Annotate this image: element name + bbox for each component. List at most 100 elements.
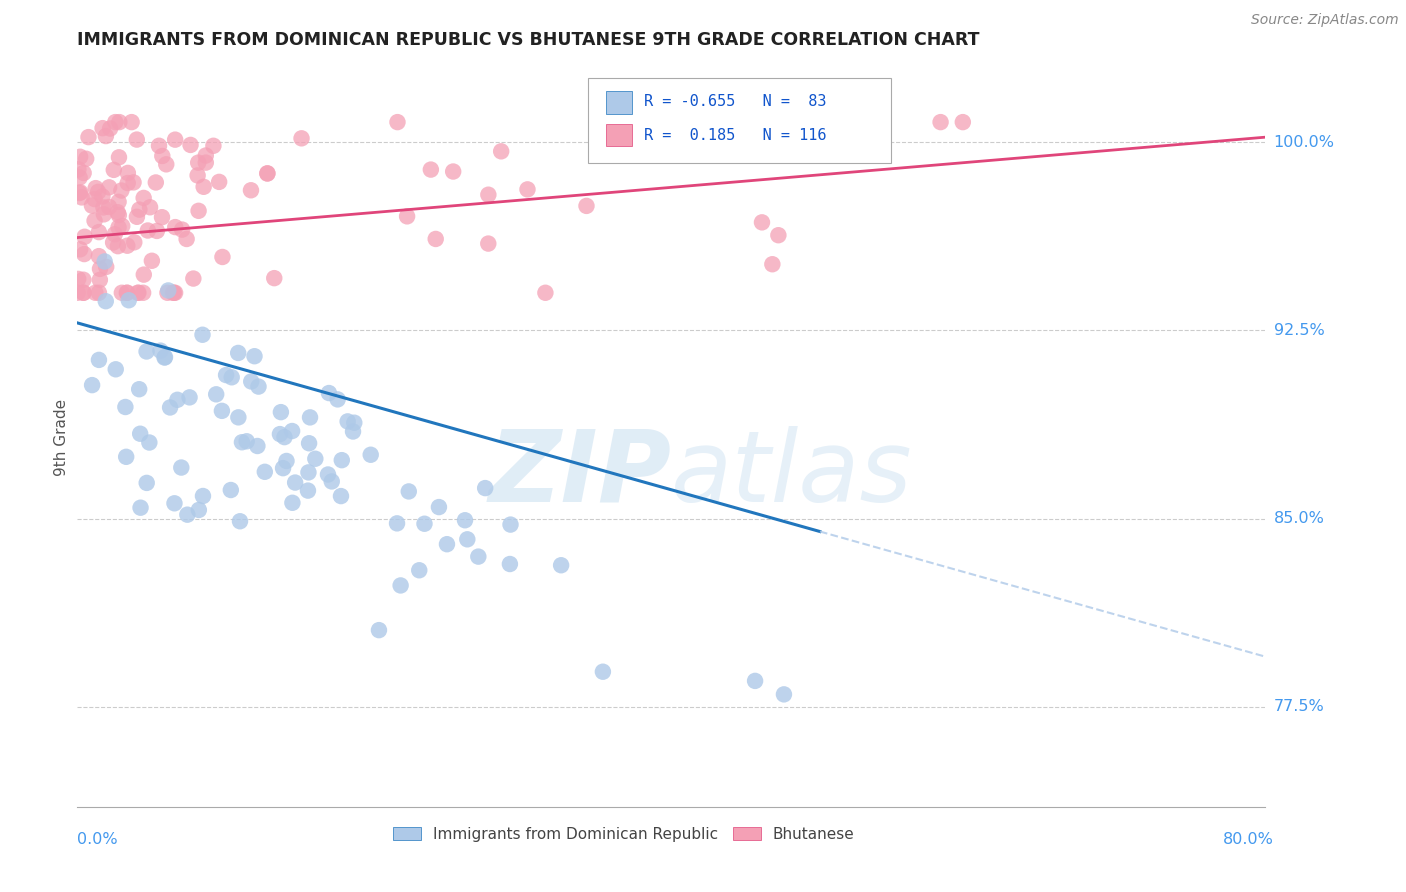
Point <box>66 285 89 300</box>
Point <box>408 563 430 577</box>
Point <box>98 200 121 214</box>
Point <box>316 467 339 482</box>
Point <box>256 167 278 181</box>
Point <box>180 137 202 152</box>
Point <box>425 232 447 246</box>
Point <box>489 145 512 159</box>
Point <box>111 285 134 300</box>
Point <box>115 450 138 464</box>
Text: R = -0.655   N =  83: R = -0.655 N = 83 <box>644 95 827 109</box>
Point <box>114 400 136 414</box>
Point <box>304 451 326 466</box>
Point <box>243 349 266 363</box>
Point <box>150 149 173 163</box>
Point <box>226 346 249 360</box>
Point <box>211 250 233 264</box>
Point <box>176 232 198 246</box>
Point <box>132 191 155 205</box>
Point <box>575 199 598 213</box>
Point <box>172 222 194 236</box>
Legend: Immigrants from Dominican Republic, Bhutanese: Immigrants from Dominican Republic, Bhut… <box>387 821 860 847</box>
Point <box>129 500 152 515</box>
Point <box>104 115 127 129</box>
Point <box>205 387 228 401</box>
Point <box>135 475 157 490</box>
Point <box>84 181 107 195</box>
Point <box>107 194 129 209</box>
Point <box>499 557 522 571</box>
Point <box>163 496 186 510</box>
Point <box>149 343 172 358</box>
Point <box>89 273 111 287</box>
Point <box>69 242 91 256</box>
Point <box>499 517 522 532</box>
Point <box>454 513 477 527</box>
Point <box>87 225 110 239</box>
Point <box>368 623 391 637</box>
Point <box>330 453 353 467</box>
Point <box>456 533 478 547</box>
Point <box>176 508 198 522</box>
Point <box>235 434 257 449</box>
Point <box>253 465 276 479</box>
Bar <box>606 124 633 146</box>
Point <box>148 138 170 153</box>
Point <box>72 273 94 287</box>
Point <box>132 268 155 282</box>
Point <box>330 489 353 503</box>
Point <box>477 236 499 251</box>
Text: 0.0%: 0.0% <box>77 832 118 847</box>
Point <box>84 285 107 300</box>
Point <box>89 261 111 276</box>
Point <box>104 362 127 376</box>
Point <box>157 284 180 298</box>
Point <box>952 115 974 129</box>
FancyBboxPatch shape <box>588 78 891 163</box>
Point <box>550 558 572 573</box>
Point <box>104 227 127 242</box>
Point <box>751 215 773 229</box>
Point <box>94 294 117 309</box>
Point <box>276 454 298 468</box>
Point <box>165 220 187 235</box>
Text: R =  0.185   N = 116: R = 0.185 N = 116 <box>644 128 827 143</box>
Point <box>108 115 131 129</box>
Point <box>297 483 319 498</box>
Point <box>67 186 90 200</box>
Point <box>165 285 187 300</box>
Point <box>191 489 214 503</box>
Point <box>297 466 319 480</box>
Point <box>103 162 125 177</box>
Point <box>115 285 138 300</box>
Point <box>202 138 225 153</box>
Point <box>318 386 340 401</box>
Point <box>125 132 148 146</box>
Point <box>194 155 217 169</box>
Point <box>98 121 121 136</box>
Point <box>128 382 150 396</box>
Point <box>108 150 131 164</box>
Point <box>592 665 614 679</box>
Point <box>117 166 139 180</box>
Point <box>342 425 364 439</box>
Point <box>336 414 359 428</box>
Point <box>326 392 349 407</box>
Point <box>127 285 149 300</box>
Point <box>299 410 322 425</box>
Point <box>127 285 149 300</box>
Point <box>87 285 110 300</box>
Text: Source: ZipAtlas.com: Source: ZipAtlas.com <box>1251 13 1399 28</box>
Point <box>343 416 366 430</box>
Point <box>96 260 118 274</box>
Point <box>389 578 412 592</box>
Point <box>75 152 97 166</box>
Point <box>156 285 179 300</box>
Point <box>231 435 253 450</box>
Point <box>187 503 209 517</box>
Point <box>69 150 91 164</box>
Point <box>427 500 450 514</box>
Point <box>229 514 252 528</box>
Point <box>87 352 110 367</box>
Point <box>773 687 796 701</box>
Point <box>768 228 790 243</box>
